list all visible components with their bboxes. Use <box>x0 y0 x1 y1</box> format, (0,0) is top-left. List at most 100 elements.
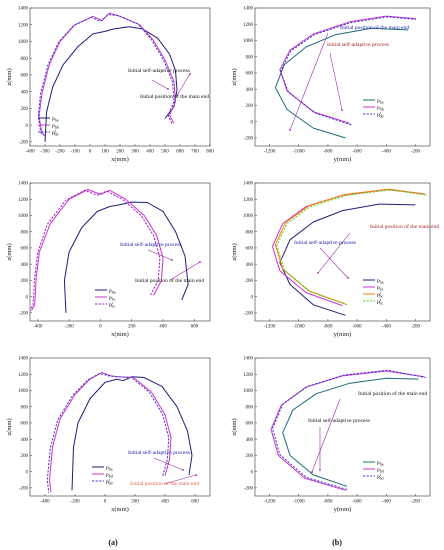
y-tick-label: 400 <box>246 88 254 93</box>
plot-frame <box>254 182 431 322</box>
y-tick-label: 1400 <box>243 7 254 12</box>
x-tick-label: -1000 <box>293 150 305 155</box>
y-axis-label: z(mm) <box>231 68 238 85</box>
y-tick-label: 0 <box>26 470 29 475</box>
legend-entry: phc <box>109 295 116 302</box>
y-axis-label: z(mm) <box>231 243 238 260</box>
y-tick-label: 0 <box>26 295 29 300</box>
x-tick-label: -200 <box>70 500 80 505</box>
x-tick-label: -200 <box>65 325 75 330</box>
annotation-arrow <box>175 73 191 98</box>
annotation-arrow <box>169 261 201 281</box>
y-tick-label: 1400 <box>243 357 254 362</box>
x-tick-label: -300 <box>40 150 50 155</box>
y-tick-label: 400 <box>21 438 29 443</box>
legend-entry: pha <box>377 460 384 467</box>
series-group <box>30 189 189 313</box>
annotation-label: Initial self-adaptive process <box>120 241 182 248</box>
series-group <box>272 188 428 316</box>
legend-entry: phb <box>52 123 59 130</box>
annotation-label: Initial self-adaptive process <box>327 41 389 48</box>
y-tick-label: 0 <box>26 124 29 129</box>
x-tick-label: 800 <box>206 150 214 155</box>
annotation-label: Initial self-adaptive process <box>128 449 190 456</box>
annotation-arrow-head <box>289 129 291 131</box>
annotation-label: Initial self-adaptive process <box>308 417 370 424</box>
legend-entry: phd <box>377 467 384 474</box>
x-tick-label: -200 <box>411 325 421 330</box>
y-axis-label: z(mm) <box>6 418 13 435</box>
x-tick-label: -400 <box>382 325 392 330</box>
y-tick-label: 600 <box>246 247 254 252</box>
x-tick-label: 400 <box>159 325 167 330</box>
series-line-3 <box>280 16 417 126</box>
plot-frame <box>254 357 431 497</box>
annotation-arrow <box>319 247 349 279</box>
y-tick-label: 1000 <box>18 389 29 394</box>
y-tick-label: 1200 <box>18 198 29 203</box>
x-tick-label: -600 <box>352 500 362 505</box>
annotation-arrow <box>329 52 343 111</box>
annotation-label: Initial position of the main end <box>140 93 209 100</box>
chart-panel-2: -1200 -1000 -800 -600 -400 -200 -200 0 200 400 600… <box>231 7 431 163</box>
annotation-arrow-head <box>311 471 313 473</box>
y-tick-label: 800 <box>21 405 29 410</box>
x-tick-label: 200 <box>128 325 136 330</box>
y-tick-label: 600 <box>246 422 254 427</box>
legend-entry: pr hb <box>52 129 59 137</box>
plot-frame <box>29 357 211 497</box>
x-tick-label: 100 <box>101 150 109 155</box>
y-axis-label: z(mm) <box>6 68 13 85</box>
y-tick-label: 1200 <box>243 198 254 203</box>
annotation-arrow-head <box>317 272 319 274</box>
y-tick-label: 1200 <box>18 23 29 28</box>
y-tick-label: 200 <box>246 279 254 284</box>
annotation-arrow-head <box>167 88 169 90</box>
series-line-3 <box>274 188 426 305</box>
annotation-arrow-head <box>199 261 201 263</box>
y-tick-label: 1400 <box>243 182 254 187</box>
legend-entry: phc <box>377 285 384 292</box>
y-tick-label: 400 <box>246 263 254 268</box>
chart-panel-4: -1200 -1000 -800 -600 -400 -200 -200 0 200 400 600… <box>231 182 439 338</box>
x-tick-label: 300 <box>131 150 139 155</box>
annotation-arrow <box>289 32 329 131</box>
series-line-2 <box>38 12 176 137</box>
legend-entry: pha <box>106 465 113 472</box>
y-axis-label: z(mm) <box>231 418 238 435</box>
series-line-3 <box>46 372 170 493</box>
y-tick-label: 0 <box>251 120 254 125</box>
x-tick-label: 0 <box>99 325 102 330</box>
annotation-label: Initial self-adaptive process <box>128 67 190 74</box>
annotation-label: Initial position of the main end <box>130 480 199 487</box>
series-line-3 <box>30 189 161 311</box>
y-tick-label: 600 <box>21 422 29 427</box>
annotation-arrow <box>311 398 341 473</box>
annotation-arrow <box>151 79 169 90</box>
y-tick-label: 1000 <box>18 214 29 219</box>
x-tick-label: -400 <box>382 150 392 155</box>
x-tick-label: -600 <box>352 325 362 330</box>
x-tick-label: -800 <box>323 500 333 505</box>
chart-panel-6: -1200 -1000 -800 -600 -400 -200 -200 0 200 400 600… <box>231 357 431 513</box>
x-axis-label: y(mm) <box>334 331 352 338</box>
x-tick-label: 600 <box>191 500 199 505</box>
x-axis-label: x(mm) <box>111 331 129 338</box>
series-line-3 <box>37 14 175 136</box>
series-line-1 <box>63 201 189 313</box>
x-tick-label: -800 <box>323 325 333 330</box>
y-tick-label: 200 <box>21 279 29 284</box>
annotation-arrow-head <box>189 73 191 75</box>
x-tick-label: -1200 <box>264 500 276 505</box>
annotation-label: Initial position of the main end <box>370 223 439 230</box>
series-line-2 <box>49 372 172 492</box>
y-tick-label: 800 <box>21 230 29 235</box>
y-tick-label: 1200 <box>243 373 254 378</box>
legend-entry: pha <box>377 278 384 285</box>
